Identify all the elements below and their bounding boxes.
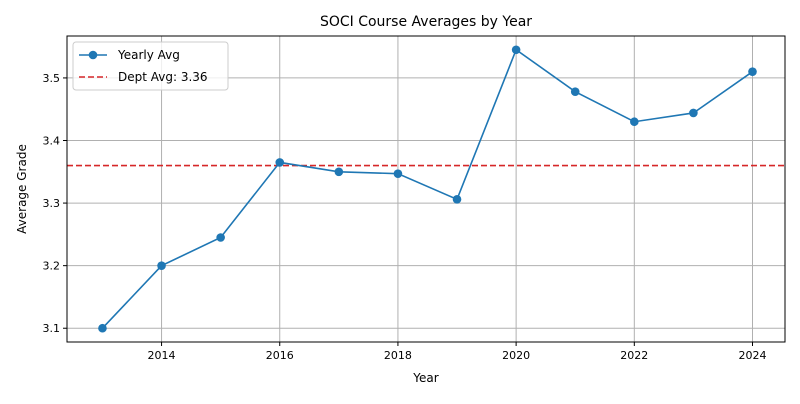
data-point — [452, 195, 462, 204]
data-point — [334, 167, 344, 177]
data-point — [393, 169, 403, 178]
series-layer — [98, 45, 757, 333]
data-point — [511, 45, 521, 55]
y-tick-label: 3.2 — [43, 260, 61, 273]
legend-label-dept-avg: Dept Avg: 3.36 — [118, 70, 208, 84]
legend-label-yearly-avg: Yearly Avg — [117, 48, 180, 62]
x-tick-label: 2018 — [384, 349, 412, 362]
legend: Yearly Avg Dept Avg: 3.36 — [72, 41, 229, 91]
x-axis-label: Year — [412, 371, 438, 385]
data-point — [216, 233, 225, 242]
y-tick-label: 3.1 — [43, 322, 61, 335]
data-point — [157, 261, 166, 270]
legend-box — [72, 41, 229, 91]
y-axis-label: Average Grade — [15, 144, 29, 234]
y-tick-label: 3.3 — [43, 197, 61, 210]
legend-marker-yearly-avg — [88, 50, 98, 60]
data-point — [748, 67, 757, 76]
y-tick-label: 3.5 — [43, 72, 61, 85]
x-tick-label: 2024 — [738, 349, 766, 362]
x-tick-label: 2022 — [620, 349, 648, 362]
x-tick-label: 2020 — [502, 349, 530, 362]
x-tick-label: 2014 — [148, 349, 176, 362]
plot-frame — [66, 35, 786, 343]
y-tick-label: 3.4 — [43, 135, 61, 148]
data-point — [275, 158, 285, 167]
chart-title: SOCI Course Averages by Year — [320, 14, 532, 30]
x-tick-label: 2016 — [266, 349, 294, 362]
data-point — [570, 87, 580, 96]
data-point — [630, 117, 639, 127]
axis-ticks: 2014 2016 2018 2020 2022 2024 3.1 3.2 3.3 3.4 3.5 — [43, 72, 767, 362]
data-point — [689, 108, 698, 118]
series-line-yearly-avg — [101, 48, 753, 329]
data-point — [98, 323, 107, 333]
